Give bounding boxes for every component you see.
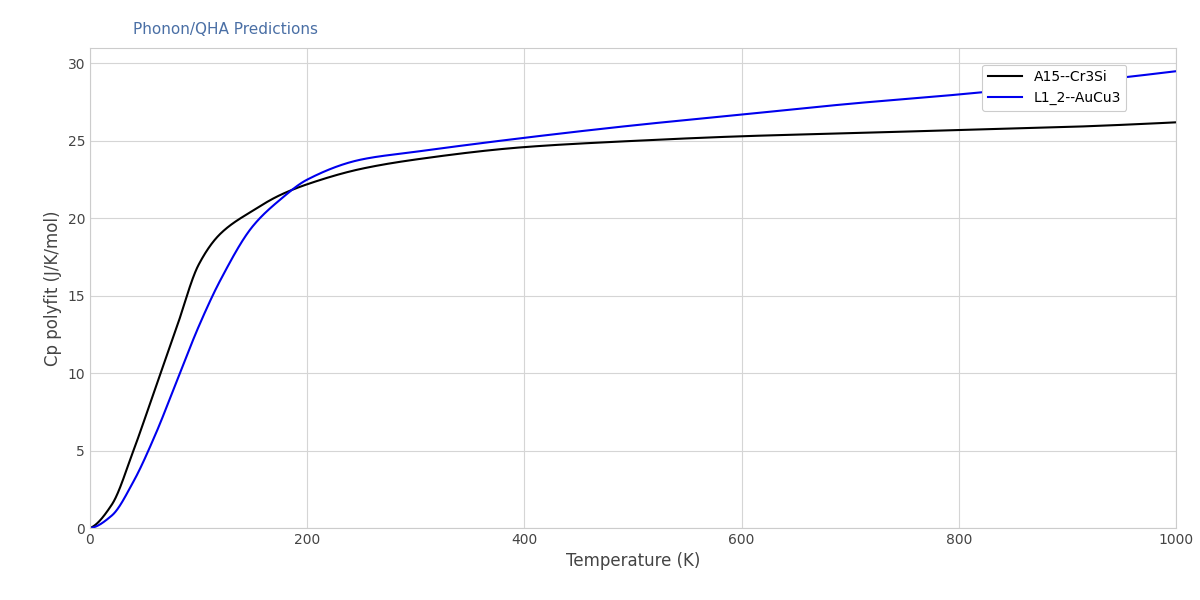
A15--Cr3Si	[1169, 119, 1183, 126]
Text: Phonon/QHA Predictions: Phonon/QHA Predictions	[133, 22, 318, 37]
L1_2--AuCu3	[976, 89, 990, 96]
Legend: A15--Cr3Si, L1_2--AuCu3: A15--Cr3Si, L1_2--AuCu3	[982, 65, 1127, 111]
A15--Cr3Si	[280, 188, 294, 196]
A15--Cr3Si	[893, 128, 907, 136]
L1_2--AuCu3	[83, 524, 97, 532]
L1_2--AuCu3	[498, 137, 512, 144]
L1_2--AuCu3	[734, 111, 749, 118]
A15--Cr3Si	[498, 145, 512, 152]
L1_2--AuCu3	[893, 96, 907, 103]
L1_2--AuCu3	[1169, 68, 1183, 75]
A15--Cr3Si	[734, 133, 749, 140]
X-axis label: Temperature (K): Temperature (K)	[566, 553, 700, 571]
A15--Cr3Si	[790, 131, 804, 138]
Line: L1_2--AuCu3: L1_2--AuCu3	[90, 71, 1176, 528]
Line: A15--Cr3Si: A15--Cr3Si	[90, 122, 1176, 528]
A15--Cr3Si	[976, 126, 990, 133]
A15--Cr3Si	[83, 524, 97, 532]
Y-axis label: Cp polyfit (J/K/mol): Cp polyfit (J/K/mol)	[44, 210, 62, 366]
L1_2--AuCu3	[790, 106, 804, 113]
L1_2--AuCu3	[280, 190, 294, 197]
